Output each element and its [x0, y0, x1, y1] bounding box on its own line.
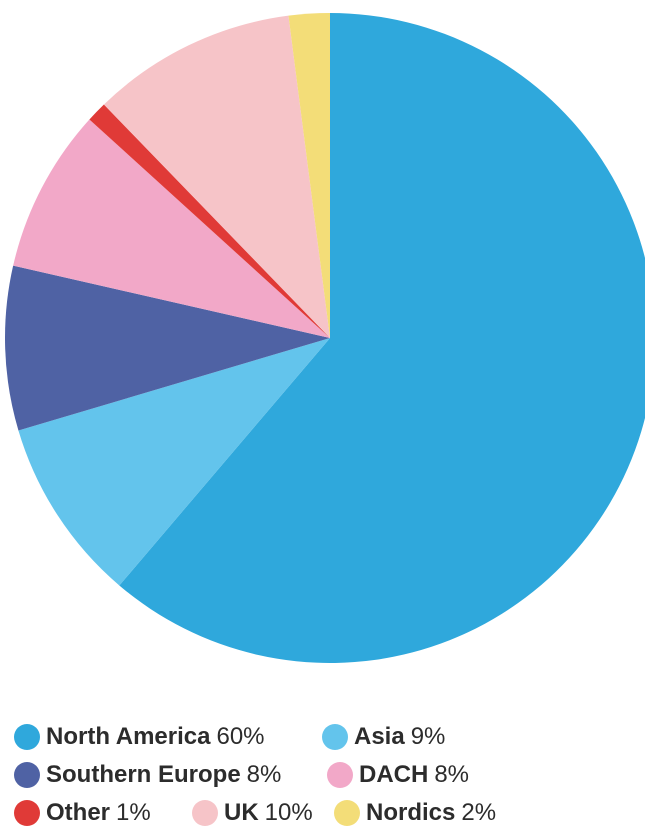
- pie-slice-dach: [13, 119, 331, 338]
- legend-label-uk: UK: [224, 799, 259, 826]
- pie-chart: [4, 13, 645, 663]
- legend-item-nordics: Nordics 2%: [334, 798, 496, 828]
- legend-swatch-north-america: [14, 724, 40, 750]
- legend-label-dach: DACH: [359, 761, 429, 788]
- legend-swatch-other: [14, 800, 40, 826]
- legend-swatch-southern-europe: [14, 762, 40, 788]
- legend-item-north-america: North America 60%: [14, 722, 322, 752]
- legend-value-nordics: 2%: [461, 799, 497, 826]
- legend-label-asia: Asia: [354, 723, 405, 750]
- legend-label-other: Other: [46, 799, 111, 826]
- pie-slice-asia: [18, 338, 331, 586]
- legend-item-dach: DACH 8%: [327, 760, 469, 790]
- legend-swatch-asia: [322, 724, 348, 750]
- pie-slice-north-america: [119, 13, 645, 663]
- legend-swatch-uk: [192, 800, 218, 826]
- pie-slice-nordics: [288, 13, 330, 338]
- legend-value-uk: 10%: [264, 799, 313, 826]
- legend: North America 60% Asia 9% Southern Europ…: [14, 722, 639, 828]
- legend-item-other: Other 1%: [14, 798, 192, 828]
- legend-label-nordics: Nordics: [366, 799, 456, 826]
- legend-row-2: Southern Europe 8% DACH 8%: [14, 760, 639, 790]
- legend-item-southern-europe: Southern Europe 8%: [14, 760, 327, 790]
- legend-swatch-nordics: [334, 800, 360, 826]
- legend-swatch-dach: [327, 762, 353, 788]
- pie-slice-uk: [103, 15, 331, 338]
- pie-slice-southern-europe: [4, 265, 331, 431]
- legend-row-3: Other 1% UK 10% Nordics 2%: [14, 798, 639, 828]
- pie-slice-other: [89, 104, 330, 338]
- legend-label-southern-europe: Southern Europe: [46, 761, 241, 788]
- legend-label-north-america: North America: [46, 723, 211, 750]
- legend-value-other: 1%: [116, 799, 151, 826]
- legend-value-southern-europe: 8%: [246, 761, 282, 788]
- legend-value-north-america: 60%: [216, 723, 265, 750]
- legend-item-asia: Asia 9%: [322, 722, 445, 752]
- legend-value-asia: 9%: [410, 723, 446, 750]
- legend-row-1: North America 60% Asia 9%: [14, 722, 639, 752]
- legend-value-dach: 8%: [434, 761, 470, 788]
- legend-item-uk: UK 10%: [192, 798, 334, 828]
